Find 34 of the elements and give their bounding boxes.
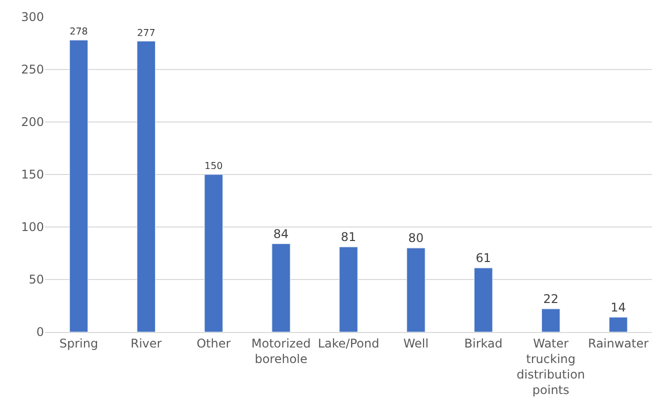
y-tick-label: 150 [21,168,44,182]
y-tick-label: 0 [36,325,44,340]
x-tick-label: Other [196,336,231,350]
bar [406,248,426,332]
data-label: 277 [137,28,156,39]
bar [474,268,493,332]
bar [136,40,156,332]
data-label: 150 [204,161,223,172]
bar [339,246,358,332]
bar [204,174,223,332]
x-tick-label: Motorized borehole [251,336,311,366]
bar [608,317,628,332]
x-tick-label: Water trucking distribution points [516,336,586,398]
x-tick-label: Rainwater [588,336,649,350]
data-label: 14 [610,300,626,314]
x-tick-label: Well [403,336,429,350]
y-tick-label: 250 [21,62,44,77]
x-tick-label: Lake/Pond [318,336,380,350]
bar [272,244,290,332]
bar [69,40,88,332]
y-tick-label: 200 [21,115,44,130]
data-label: 61 [476,250,492,265]
x-tick-label: Spring [59,336,98,350]
data-label: 80 [408,231,424,245]
x-tick-label: River [130,336,162,350]
y-tick-label: 300 [21,10,44,24]
y-tick-label: 50 [28,272,44,287]
y-tick-label: 100 [21,220,44,234]
bar [541,308,560,332]
x-tick-label: Birkad [464,336,502,350]
data-label: 81 [340,230,356,244]
data-label: 278 [70,26,88,38]
data-label: 84 [273,226,289,241]
data-label: 22 [543,292,558,306]
